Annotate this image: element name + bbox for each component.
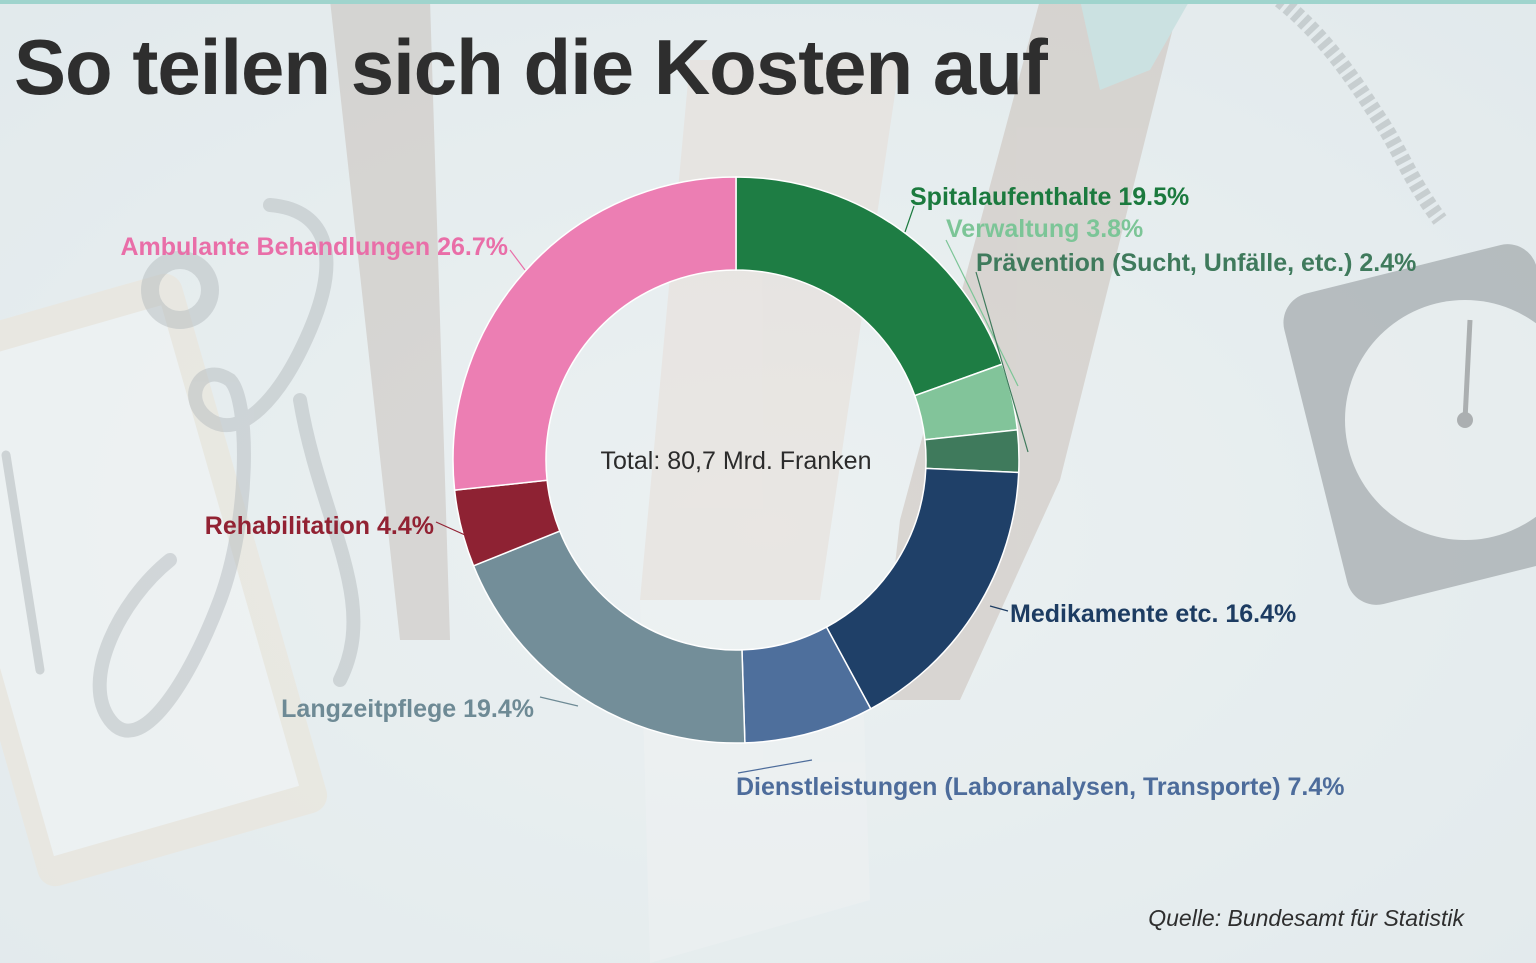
center-total-label: Total: 80,7 Mrd. Franken — [601, 447, 872, 475]
slice-label-rehabilitation: Rehabilitation 4.4% — [205, 512, 434, 540]
leader-line-medikamente-etc — [990, 606, 1008, 611]
slice-label-spitalaufenthalte: Spitalaufenthalte 19.5% — [910, 183, 1189, 211]
slice-ambulante-behandlungen — [453, 177, 736, 490]
leader-line-ambulante-behandlungen — [510, 250, 525, 270]
slice-label-langzeitpflege: Langzeitpflege 19.4% — [281, 695, 534, 723]
source-note: Quelle: Bundesamt für Statistik — [1148, 905, 1464, 932]
leader-line-dienstleistungen-laboranalysen-transporte — [738, 760, 812, 773]
slice-label-verwaltung: Verwaltung 3.8% — [946, 215, 1143, 243]
slice-label-pr-vention-sucht-unf-lle-etc: Prävention (Sucht, Unfälle, etc.) 2.4% — [976, 249, 1416, 277]
slice-label-ambulante-behandlungen: Ambulante Behandlungen 26.7% — [120, 233, 508, 261]
leader-line-langzeitpflege — [540, 697, 578, 706]
slice-medikamente-etc — [826, 468, 1018, 708]
slice-label-dienstleistungen-laboranalysen-transporte: Dienstleistungen (Laboranalysen, Transpo… — [736, 773, 1344, 801]
slice-label-medikamente-etc: Medikamente etc. 16.4% — [1010, 600, 1296, 628]
